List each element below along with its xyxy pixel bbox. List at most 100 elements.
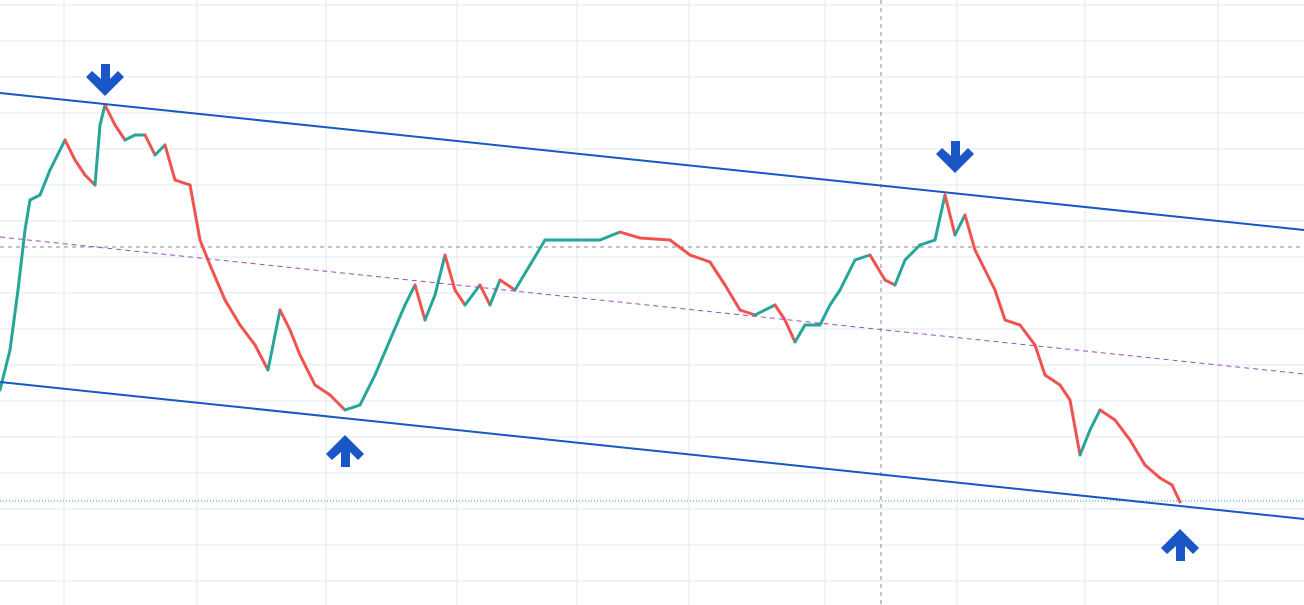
down-segment	[63, 138, 77, 162]
down-segment	[113, 123, 127, 142]
down-segment	[143, 133, 157, 157]
down-segment	[1158, 476, 1174, 487]
up-segment	[358, 373, 377, 407]
down-segment	[278, 308, 292, 332]
up-segment	[528, 238, 547, 267]
down-segment	[983, 268, 997, 292]
down-segment	[173, 178, 192, 187]
down-segment	[413, 283, 427, 322]
up-segment	[23, 198, 32, 232]
down-segment	[328, 393, 347, 412]
up-segment	[373, 338, 392, 377]
down-segment	[1068, 398, 1082, 457]
up-segment	[0, 348, 12, 392]
down-segment	[963, 213, 977, 252]
arrow-up	[1161, 529, 1199, 561]
down-segment	[993, 288, 1007, 322]
down-segment	[1033, 343, 1047, 377]
arrows	[86, 64, 1199, 561]
down-segment	[688, 253, 712, 264]
arrow-up	[326, 435, 364, 467]
down-segment	[708, 260, 727, 287]
channel-middle	[0, 236, 1304, 375]
down-segment	[783, 318, 797, 344]
down-segment	[1098, 408, 1117, 422]
down-segment	[298, 353, 317, 387]
down-segment	[1043, 373, 1062, 387]
up-segment	[28, 193, 42, 202]
up-segment	[918, 238, 937, 247]
up-segment	[266, 308, 282, 372]
down-segment	[1128, 438, 1147, 467]
up-segment	[423, 293, 437, 322]
up-segment	[16, 228, 27, 292]
up-segment	[793, 323, 807, 344]
down-segment	[453, 288, 467, 307]
down-segment	[498, 278, 517, 292]
up-segment	[8, 288, 20, 352]
down-segment	[163, 143, 177, 182]
up-segment	[903, 243, 922, 262]
down-segment	[288, 328, 302, 357]
up-segment	[48, 138, 67, 172]
up-segment	[38, 168, 52, 197]
up-segment	[343, 403, 362, 412]
down-segment	[1170, 483, 1182, 504]
down-segment	[723, 283, 742, 312]
down-segment	[668, 238, 692, 257]
up-segment	[388, 303, 407, 342]
up-segment	[403, 283, 417, 307]
down-segment	[223, 298, 242, 327]
channel-upper	[0, 92, 1304, 231]
up-segment	[853, 253, 872, 262]
up-segment	[953, 213, 967, 237]
up-segment	[753, 303, 777, 317]
up-segment	[1078, 428, 1092, 457]
down-segment	[103, 103, 117, 127]
up-segment	[433, 253, 447, 297]
up-segment	[598, 230, 622, 242]
channel-lower	[0, 381, 1304, 520]
arrow-down	[936, 141, 974, 173]
down-segment	[208, 263, 227, 302]
down-segment	[1058, 383, 1072, 402]
up-segment	[838, 258, 857, 292]
down-segment	[73, 158, 87, 177]
down-segment	[188, 183, 202, 242]
down-segment	[443, 253, 457, 292]
down-segment	[973, 248, 987, 272]
arrow-down	[86, 64, 124, 96]
down-segment	[253, 343, 270, 372]
down-segment	[83, 173, 97, 187]
down-segment	[198, 238, 212, 267]
up-segment	[513, 263, 532, 292]
up-segment	[1088, 408, 1102, 432]
up-segment	[123, 133, 137, 142]
series	[0, 103, 1182, 504]
down-segment	[1003, 318, 1022, 327]
down-segment	[738, 308, 757, 317]
down-segment	[1018, 323, 1037, 347]
up-segment	[98, 103, 107, 127]
up-segment	[818, 303, 832, 327]
up-segment	[488, 278, 502, 307]
down-segment	[313, 383, 332, 397]
down-segment	[1143, 463, 1162, 480]
down-segment	[238, 323, 257, 347]
up-segment	[828, 288, 842, 307]
up-segment	[463, 283, 482, 307]
down-segment	[883, 278, 897, 287]
up-segment	[93, 123, 102, 187]
down-segment	[618, 230, 642, 240]
up-segment	[893, 258, 907, 287]
down-segment	[1113, 418, 1132, 442]
down-segment	[478, 283, 492, 307]
down-segment	[773, 303, 787, 322]
down-segment	[943, 193, 957, 237]
down-segment	[638, 236, 672, 242]
up-segment	[153, 143, 167, 157]
up-segment	[933, 193, 947, 242]
